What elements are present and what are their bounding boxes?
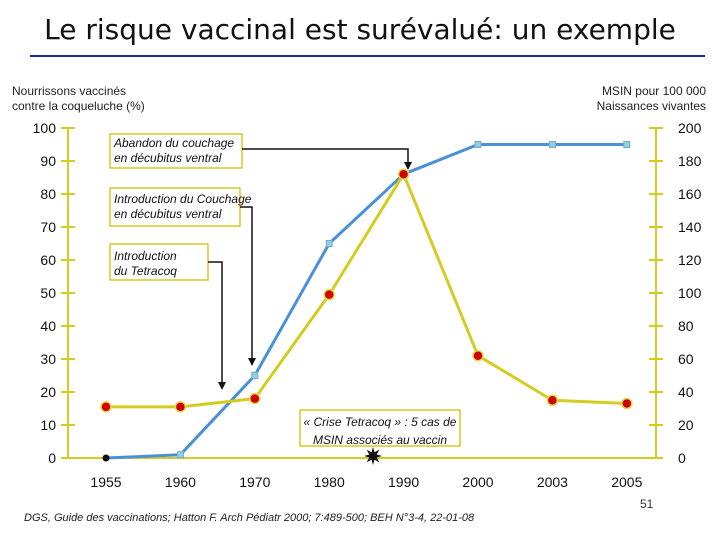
x-tick-label: 1960 <box>165 474 196 490</box>
right-axis-note-line2: Naissances vivantes <box>596 99 706 113</box>
callout-text: en décubitus ventral <box>114 151 222 165</box>
left-tick-label: 20 <box>40 384 56 400</box>
callout-box <box>299 409 461 447</box>
x-tick-label: 1970 <box>239 474 270 490</box>
right-tick-label: 200 <box>678 120 702 136</box>
right-tick-label: 100 <box>678 285 702 301</box>
msin-point <box>249 392 261 405</box>
x-tick-label: 2000 <box>462 474 493 490</box>
left-tick-label: 0 <box>48 450 56 466</box>
callout-text: Introduction du Couchage <box>114 192 252 206</box>
vaccination-point <box>325 240 333 247</box>
series-line-vaccination <box>105 143 627 460</box>
left-tick-label: 60 <box>40 252 56 268</box>
vaccination-point <box>251 372 259 379</box>
left-tick-label: 40 <box>40 318 56 334</box>
msin-point <box>174 401 187 413</box>
callout-box <box>109 133 243 169</box>
callout-arrow-tetracoq <box>208 261 226 390</box>
callout-text: « Crise Tetracoq » : 5 cas de <box>304 415 457 429</box>
right-tick-label: 80 <box>678 318 694 334</box>
left-tick-label: 30 <box>40 351 56 367</box>
right-axis-note: MSIN pour 100 000 Naissances vivantes <box>597 84 706 114</box>
callout-text: MSIN associés au vaccin <box>313 433 447 447</box>
starburst-icon <box>364 447 382 465</box>
right-tick-label: 60 <box>678 351 694 367</box>
right-axis-note-line1: MSIN pour 100 000 <box>601 84 706 98</box>
left-tick-label: 10 <box>40 417 56 433</box>
left-tick-label: 50 <box>40 285 56 301</box>
msin-point <box>397 168 410 180</box>
left-tick-label: 70 <box>40 219 56 235</box>
callout-text: Introduction <box>114 249 177 263</box>
x-tick-label: 1980 <box>314 474 345 490</box>
callout-text: en décubitus ventral <box>114 207 222 221</box>
callout-arrow-couchage <box>240 206 256 366</box>
series-line-msin <box>106 172 627 409</box>
right-tick-label: 160 <box>678 186 702 202</box>
left-tick-label: 90 <box>40 153 56 169</box>
callout-text: du Tetracoq <box>114 264 177 278</box>
msin-point <box>323 288 335 301</box>
vaccination-point <box>102 454 110 462</box>
right-tick-label: 20 <box>678 417 694 433</box>
left-axis-note-line1: Nourrissons vaccinés <box>12 84 127 98</box>
left-tick-label: 100 <box>33 120 57 136</box>
right-tick-label: 140 <box>678 219 702 235</box>
page-number: 51 <box>640 497 654 511</box>
x-tick-label: 1955 <box>90 474 121 490</box>
callout-text: Abandon du couchage <box>113 136 234 150</box>
vaccination-point <box>176 451 184 459</box>
x-tick-label: 2005 <box>611 474 642 490</box>
right-tick-label: 120 <box>678 252 702 268</box>
x-tick-label: 1990 <box>388 474 419 490</box>
right-tick-label: 180 <box>678 153 702 169</box>
vaccination-point <box>548 141 556 148</box>
slide-title: Le risque vaccinal est surévalué: un exe… <box>44 13 676 46</box>
callout-arrow-abandon <box>242 148 412 170</box>
x-tick-label: 2003 <box>537 474 568 490</box>
vaccination-point <box>474 141 482 148</box>
left-tick-label: 80 <box>40 186 56 202</box>
right-tick-label: 0 <box>678 450 686 466</box>
msin-point <box>472 349 484 362</box>
right-tick-label: 40 <box>678 384 694 400</box>
msin-point <box>100 401 112 413</box>
vaccination-point <box>623 141 631 148</box>
msin-point <box>546 394 559 406</box>
left-axis-note-line2: contre la coqueluche (%) <box>12 99 145 113</box>
msin-point <box>621 397 633 410</box>
source-citation: DGS, Guide des vaccinations; Hatton F. A… <box>24 512 475 524</box>
left-axis-note: Nourrissons vaccinés contre la coqueluch… <box>12 84 145 114</box>
